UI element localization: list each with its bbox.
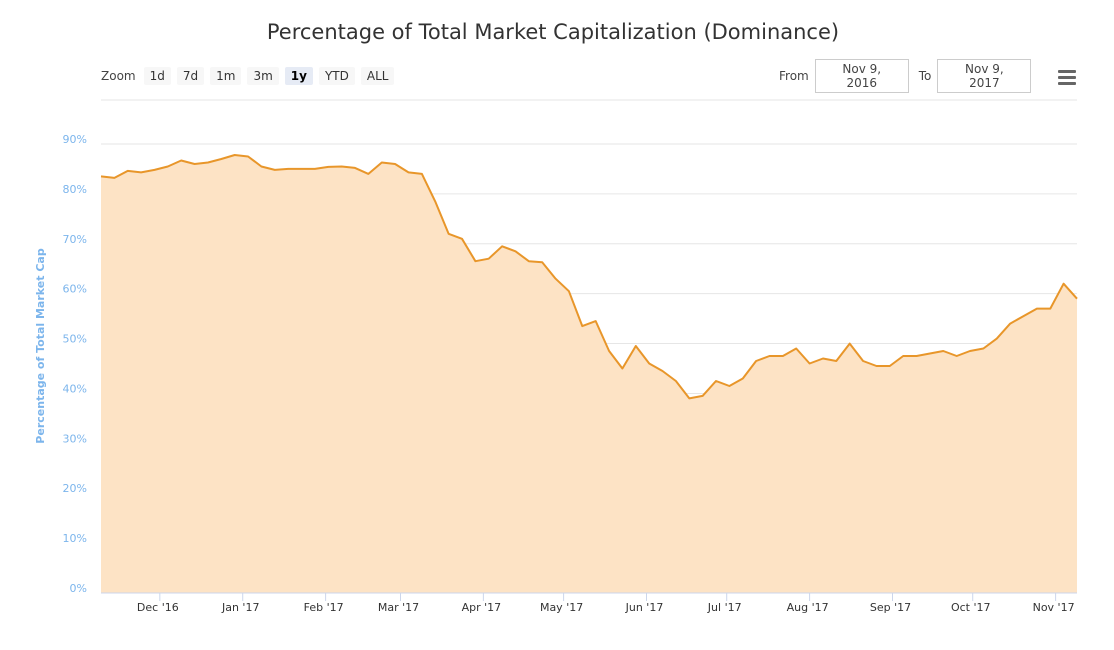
y-tick-label: 70% xyxy=(63,233,87,246)
y-tick-label: 20% xyxy=(63,482,87,495)
x-tick-label: Dec '16 xyxy=(137,601,179,614)
x-tick-label: Jun '17 xyxy=(625,601,664,614)
x-tick-label: Oct '17 xyxy=(951,601,991,614)
y-tick-label: 40% xyxy=(63,382,87,395)
zoom-button[interactable]: ALL xyxy=(360,67,395,85)
zoom-button[interactable]: 3m xyxy=(247,67,279,85)
x-tick-label: Feb '17 xyxy=(304,601,344,614)
x-tick-label: Jan '17 xyxy=(221,601,259,614)
zoom-button[interactable]: YTD xyxy=(318,67,355,85)
to-input[interactable]: Nov 9, 2017 xyxy=(937,59,1032,93)
y-tick-label: 60% xyxy=(63,283,87,296)
y-tick-label: 10% xyxy=(63,532,87,545)
x-tick-label: Nov '17 xyxy=(1033,601,1075,614)
y-tick-label: 0% xyxy=(70,582,87,595)
zoom-button[interactable]: 1m xyxy=(210,67,242,85)
area-line xyxy=(100,154,1078,400)
zoom-button[interactable]: 1y xyxy=(284,67,313,85)
zoom-bar: Zoom 1d 7d 1m 3m 1y YTD ALL xyxy=(101,66,400,86)
to-label: To xyxy=(918,69,932,83)
zoom-button[interactable]: 7d xyxy=(176,67,205,85)
chart-title: Percentage of Total Market Capitalizatio… xyxy=(267,20,839,44)
x-tick-label: Jul '17 xyxy=(707,601,742,614)
y-tick-label: 90% xyxy=(63,133,87,146)
x-tick-label: Aug '17 xyxy=(787,601,829,614)
y-tick-label: 50% xyxy=(63,333,87,346)
area-fill xyxy=(101,155,1077,593)
plot-area: 0% 10% 20% 30% 40% 50% 60% 70% 80% 90% Dec '16 Jan … xyxy=(63,133,1078,614)
range-inputs: From Nov 9, 2016 To Nov 9, 2017 xyxy=(779,59,1037,93)
zoom-buttons: 1d 7d 1m 3m 1y YTD ALL xyxy=(143,67,401,85)
y-tick-label: 30% xyxy=(63,432,87,445)
x-tick-label: May '17 xyxy=(540,601,583,614)
y-axis-title: Percentage of Total Market Cap xyxy=(34,248,47,444)
zoom-label: Zoom xyxy=(101,69,136,83)
x-tick-label: Mar '17 xyxy=(378,601,419,614)
y-tick-label: 80% xyxy=(63,183,87,196)
x-tick-label: Apr '17 xyxy=(462,601,502,614)
x-tick-label: Sep '17 xyxy=(870,601,911,614)
menu-button[interactable] xyxy=(1058,70,1076,88)
from-input[interactable]: Nov 9, 2016 xyxy=(814,59,909,93)
zoom-button[interactable]: 1d xyxy=(143,67,171,85)
from-label: From xyxy=(779,69,809,83)
